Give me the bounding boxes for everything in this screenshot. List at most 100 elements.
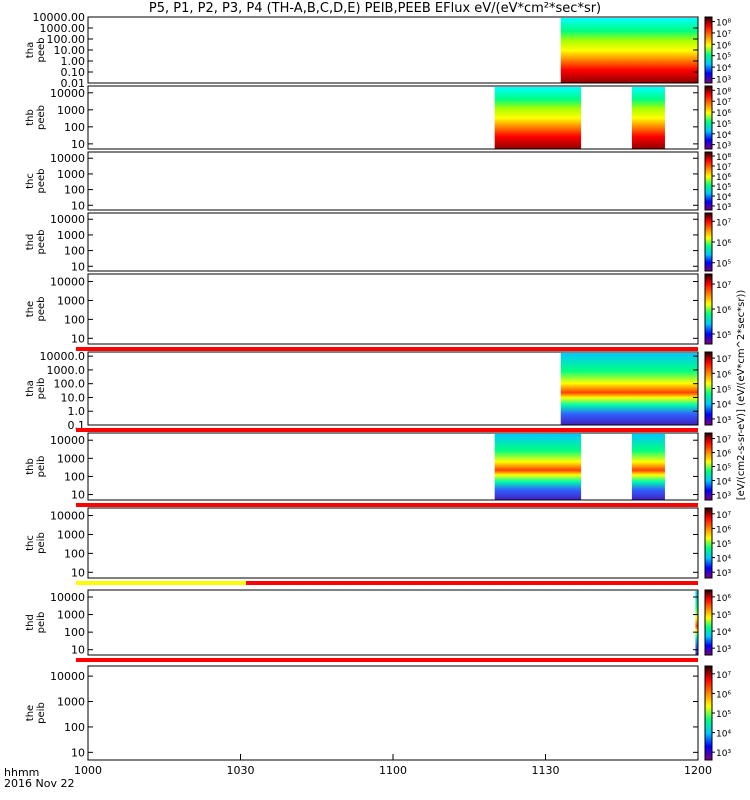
panel-frame (87, 665, 699, 761)
y-axis-label-product: peeb (36, 105, 47, 130)
panel-frame (87, 507, 699, 579)
panel-thc-peib: 10000 1000 100 10 thc peib 10⁷ 10⁶ 10⁵ 10⁴ 10³ (25, 507, 731, 585)
colorbar (704, 212, 713, 272)
colorbar (704, 16, 713, 84)
y-tick-label: 10000 (50, 87, 85, 100)
y-tick-label: 1000 (57, 696, 85, 709)
colorbar-tick-label: 10⁷ (716, 511, 731, 521)
colorbar-tick-label: 10⁶ (716, 306, 731, 316)
y-tick-label: 100 (64, 721, 85, 734)
spectrogram-block (560, 353, 698, 425)
y-tick-label: 10 (71, 138, 85, 151)
panel-thd-peib: 10000 1000 100 10 thd peib 10⁶ 10⁵ 10⁴ 10³ (25, 589, 731, 662)
colorbar-tick-label: 10³ (716, 75, 731, 85)
colorbar-tick-label: 10⁵ (716, 540, 731, 550)
y-tick-label: 100 (64, 626, 85, 639)
y-axis-label-product: peib (36, 378, 47, 400)
colorbar-tick-label: 10⁸ (716, 153, 731, 163)
y-tick-label: 100 (64, 184, 85, 197)
y-tick-label: 1000 (57, 528, 85, 541)
colorbar-tick-label: 10⁴ (716, 730, 731, 740)
colorbar-tick-label: 10⁶ (716, 450, 731, 460)
spectrogram-block (560, 18, 698, 83)
colorbar-tick-label: 10⁶ (716, 109, 731, 119)
colorbar-tick-label: 10⁷ (716, 163, 731, 173)
colorbar-tick-label: 10⁶ (716, 594, 731, 604)
colorbar-tick-label: 10⁷ (716, 355, 731, 365)
y-tick-label: 10000 (50, 434, 85, 447)
flag-bar-red (76, 658, 698, 662)
y-axis-label-probe: tha (25, 380, 36, 396)
colorbar (704, 85, 713, 150)
colorbar-tick-label: 10⁴ (716, 401, 731, 411)
y-tick-label: 10 (71, 489, 85, 502)
colorbar-tick-label: 10⁴ (716, 64, 731, 74)
y-axis-label-probe: thb (25, 458, 36, 475)
y-tick-label: 100 (64, 547, 85, 560)
y-tick-label: 10000 (50, 510, 85, 523)
colorbar-tick-label: 10⁶ (716, 370, 731, 380)
y-tick-label: 0.10 (61, 66, 86, 79)
panel-frame (87, 351, 699, 426)
panel-thd-peeb: 10000 1000 100 10 thd peeb 10⁷ 10⁶ 10⁵ (25, 212, 731, 273)
y-axis-label-probe: the (25, 301, 36, 317)
flag-bar-red (246, 581, 698, 585)
y-tick-label: 10000 (50, 276, 85, 289)
y-tick-label: 0.01 (61, 77, 86, 90)
panel-the-peib: 10000 1000 100 10 the peib 10⁷ 10⁶ 10⁵ 10⁴ 10³ (25, 665, 731, 761)
panel-frame (87, 212, 699, 272)
flag-bar-red (76, 428, 698, 432)
spectrogram-block (494, 434, 582, 500)
spectrogram-block (631, 87, 665, 149)
y-axis-label-probe: thd (25, 614, 36, 631)
y-axis-label-product: peib (36, 702, 47, 724)
y-axis-label-probe: the (25, 705, 36, 721)
colorbar (704, 273, 713, 345)
y-tick-label: 10000 (50, 152, 85, 165)
colorbar (704, 507, 713, 579)
spectrogram-block (695, 591, 698, 655)
x-tick-label: 1100 (379, 764, 407, 777)
y-tick-label: 100.00 (47, 33, 86, 46)
spectrogram-block (631, 434, 665, 500)
colorbar-tick-label: 10⁷ (716, 436, 731, 446)
colorbar-tick-label: 10⁵ (716, 53, 731, 63)
colorbar-tick-label: 10⁵ (716, 464, 731, 474)
colorbar-tick-label: 10⁴ (716, 131, 731, 141)
colorbar (704, 432, 713, 501)
colorbar-tick-label: 10³ (716, 416, 731, 426)
y-axis-label-product: peeb (36, 169, 47, 194)
colorbar-tick-label: 10⁵ (716, 183, 731, 193)
y-tick-label: 1000.00 (40, 22, 86, 35)
y-tick-label: 1000 (57, 104, 85, 117)
y-tick-label: 1000 (57, 452, 85, 465)
panel-frame (87, 273, 699, 345)
y-tick-label: 1000.0 (47, 364, 86, 377)
y-tick-label: 10 (71, 332, 85, 345)
y-axis-label-probe: thb (25, 109, 36, 126)
y-tick-label: 10.00 (54, 44, 86, 57)
y-tick-label: 100 (64, 245, 85, 258)
colorbar (704, 151, 713, 211)
panel-thb-peib: 10000 1000 100 10 thb peib 10⁷ 10⁶ 10⁵ 10⁴ 10³ (25, 432, 731, 507)
y-axis-label-product: peeb (36, 297, 47, 322)
y-axis-label-product: peeb (36, 230, 47, 255)
colorbar-tick-label: 10³ (716, 569, 731, 579)
colorbar-tick-label: 10⁷ (716, 218, 731, 228)
y-tick-label: 10000 (50, 670, 85, 683)
y-axis-label-probe: thc (25, 535, 36, 551)
colorbar-tick-label: 10³ (716, 645, 731, 655)
y-axis-label-product: peeb (36, 38, 47, 63)
colorbar (704, 351, 713, 426)
y-axis-label-product: peib (36, 532, 47, 554)
y-tick-label: 100 (64, 470, 85, 483)
flag-bar-red (76, 347, 698, 351)
colorbar-tick-label: 10⁶ (716, 239, 731, 249)
colorbar-tick-label: 10⁶ (716, 173, 731, 183)
time-axis-label: hhmm (4, 766, 40, 779)
